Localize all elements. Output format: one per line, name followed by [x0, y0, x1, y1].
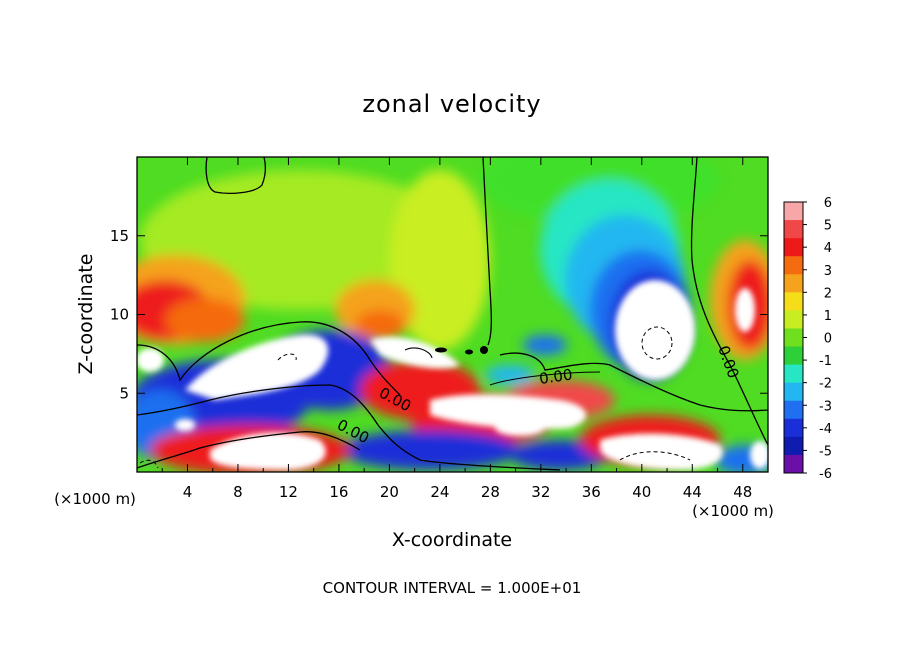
colorbar-label: 5	[824, 219, 832, 234]
y-tick-label: 5	[119, 384, 129, 402]
x-unit-left: (×1000 m)	[54, 490, 136, 508]
colorbar-swatch	[784, 346, 803, 366]
colorbar-swatch	[784, 220, 803, 239]
colorbar-label: -1	[819, 354, 832, 369]
colorbar-swatch	[784, 436, 803, 456]
x-axis: 4 8 12 16 20 24 28 32 36 40 44 48	[161, 157, 752, 501]
x-tick-label: 32	[531, 483, 550, 501]
x-tick-label: 20	[380, 483, 399, 501]
y-tick-label: 10	[110, 306, 129, 324]
colorbar-label: 6	[824, 196, 832, 211]
colorbar-swatch	[784, 238, 803, 257]
colorbar-swatch	[784, 382, 803, 402]
colorbar-label: -2	[819, 377, 832, 392]
x-unit-right: (×1000 m)	[692, 502, 774, 520]
colorbar-swatch	[784, 328, 803, 348]
heatmap-field: 0.00 0.00 0.00 0.00	[137, 157, 768, 472]
contour-label-3: 0.00	[538, 365, 574, 387]
colorbar-swatch	[784, 454, 803, 474]
x-tick-label: 36	[582, 483, 601, 501]
x-tick-label: 4	[183, 483, 193, 501]
chart-title: zonal velocity	[362, 90, 541, 118]
x-tick-label: 8	[233, 483, 243, 501]
x-tick-label: 24	[430, 483, 449, 501]
y-axis-label: Z-coordinate	[75, 254, 97, 375]
colorbar-swatch	[784, 310, 803, 329]
x-axis-label: X-coordinate	[392, 529, 512, 551]
colorbar-swatch	[784, 274, 803, 293]
colorbar-label: 0	[824, 332, 832, 347]
colorbar-swatch	[784, 202, 803, 221]
colorbar-label: 1	[824, 309, 832, 324]
colorbar-label: -3	[819, 399, 832, 414]
x-tick-label: 40	[632, 483, 651, 501]
y-tick-label: 15	[110, 227, 129, 245]
colorbar-swatch	[784, 256, 803, 275]
x-tick-label: 48	[733, 483, 752, 501]
small-contour-dots	[435, 346, 488, 355]
colorbar: 6 5 4 3 2 1 0 -1 -2 -3 -4 -5 -6	[783, 196, 832, 482]
colorbar-label: 2	[824, 286, 832, 301]
x-tick-label: 12	[279, 483, 298, 501]
x-tick-label: 16	[329, 483, 348, 501]
colorbar-swatch	[784, 292, 803, 311]
colorbar-label: -4	[819, 422, 832, 437]
colorbar-label: -6	[819, 467, 832, 482]
contour-interval-note: CONTOUR INTERVAL = 1.000E+01	[323, 579, 582, 597]
y-axis: 5 10 15	[110, 227, 768, 402]
colorbar-label: 3	[824, 264, 832, 279]
colorbar-swatch	[784, 364, 803, 384]
contour-lines	[137, 157, 768, 471]
x-tick-label: 44	[683, 483, 702, 501]
colorbar-label: 4	[824, 241, 832, 256]
colorbar-swatch	[784, 400, 803, 420]
x-tick-label: 28	[481, 483, 500, 501]
colorbar-label: -5	[819, 444, 832, 459]
negative-contours	[139, 326, 691, 469]
colorbar-swatch	[784, 418, 803, 438]
